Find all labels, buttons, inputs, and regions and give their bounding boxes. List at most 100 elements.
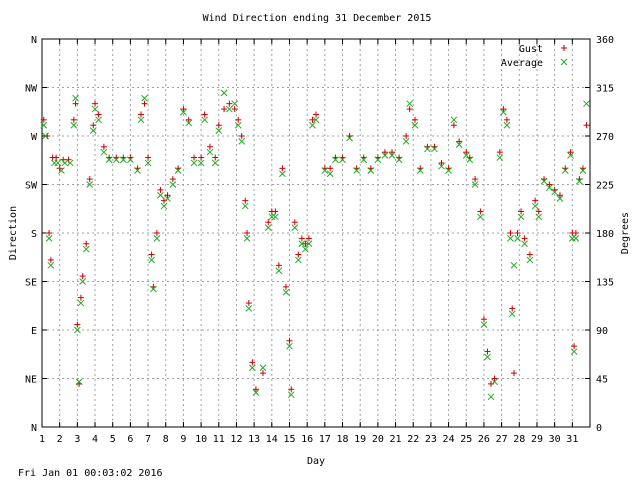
chart-title: Wind Direction ending 31 December 2015 <box>203 13 432 24</box>
data-layer <box>40 89 590 401</box>
y-tick-label: S <box>31 229 37 240</box>
average-point <box>416 167 424 174</box>
gust-point <box>231 106 238 113</box>
gust-point <box>463 149 470 156</box>
average-point <box>144 159 152 167</box>
average-point <box>507 235 514 242</box>
legend-average-symbol <box>560 58 568 66</box>
x-tick-label: 4 <box>92 434 98 445</box>
average-point <box>496 154 504 161</box>
gust-point <box>503 116 510 123</box>
average-point <box>312 116 320 124</box>
average-point <box>252 389 260 396</box>
gust-point <box>272 208 279 215</box>
average-point <box>521 240 528 248</box>
average-point <box>259 364 267 372</box>
average-point <box>282 288 290 296</box>
average-point <box>491 378 498 386</box>
gust-point <box>450 122 457 129</box>
average-point <box>477 213 484 221</box>
average-point <box>346 134 353 142</box>
average-point <box>500 108 507 116</box>
gust-point <box>403 133 410 139</box>
average-point <box>206 148 214 156</box>
average-point <box>424 145 431 153</box>
average-point <box>526 256 534 264</box>
average-point <box>455 141 463 148</box>
gust-point <box>480 316 487 323</box>
average-point <box>540 177 548 185</box>
gust-point <box>245 300 252 307</box>
gust-point <box>535 208 542 215</box>
average-point <box>47 261 55 269</box>
gust-point <box>148 251 155 258</box>
average-point <box>231 100 239 108</box>
average-point <box>374 156 382 164</box>
gust-point <box>206 143 213 150</box>
gust-point <box>201 111 208 118</box>
gust-point <box>153 230 160 236</box>
gust-point <box>47 256 54 263</box>
gust-point <box>526 251 533 258</box>
gust-point <box>169 176 176 183</box>
average-point <box>438 162 445 170</box>
average-point <box>190 159 198 167</box>
average-point <box>321 167 329 174</box>
y-tick-label: E <box>31 326 37 337</box>
gust-point <box>95 111 102 118</box>
average-point <box>294 256 302 264</box>
average-point <box>86 181 94 188</box>
average-point <box>508 310 516 318</box>
x-tick-label: 7 <box>145 434 151 445</box>
y-axis-label: Direction <box>8 206 19 260</box>
gust-point <box>164 192 171 199</box>
average-point <box>286 342 293 350</box>
average-point <box>395 156 403 164</box>
average-point <box>134 167 141 174</box>
gust-point <box>305 235 312 242</box>
gust-point <box>291 219 298 226</box>
gust-point <box>510 370 517 377</box>
x-tick-label: 6 <box>127 434 133 445</box>
legend-gust-label: Gust <box>519 44 543 55</box>
average-point <box>119 156 127 164</box>
gust-point <box>252 386 259 393</box>
average-point <box>576 177 583 185</box>
average-point <box>79 278 87 285</box>
gust-point <box>477 208 484 215</box>
average-point <box>157 191 164 199</box>
gust-point <box>491 375 498 382</box>
y2-tick-label: 270 <box>596 132 614 143</box>
average-point <box>567 152 574 159</box>
gust-point <box>180 106 187 113</box>
average-point <box>517 213 525 221</box>
gust-point <box>298 235 305 242</box>
gust-point <box>244 230 251 236</box>
average-point <box>326 170 334 178</box>
x-tick-label: 21 <box>390 434 402 445</box>
average-point <box>545 184 553 192</box>
average-point <box>66 159 74 167</box>
gust-point <box>137 111 144 118</box>
average-point <box>579 167 587 174</box>
gust-point <box>532 197 539 204</box>
average-point <box>164 195 171 202</box>
average-point <box>466 156 474 164</box>
average-point <box>402 138 410 145</box>
average-point <box>54 159 62 167</box>
gust-point <box>496 149 503 156</box>
average-point <box>91 105 99 113</box>
average-point <box>201 116 208 124</box>
y-tick-label: NW <box>25 84 38 95</box>
x-tick-label: 27 <box>496 434 508 445</box>
gust-point <box>456 138 463 145</box>
average-point <box>583 100 590 108</box>
average-point <box>510 261 518 269</box>
gust-point <box>77 294 84 301</box>
average-point <box>150 285 157 293</box>
average-point <box>234 121 242 129</box>
gust-point <box>571 343 578 350</box>
gust-point <box>381 149 388 156</box>
y2-tick-label: 0 <box>596 423 602 434</box>
